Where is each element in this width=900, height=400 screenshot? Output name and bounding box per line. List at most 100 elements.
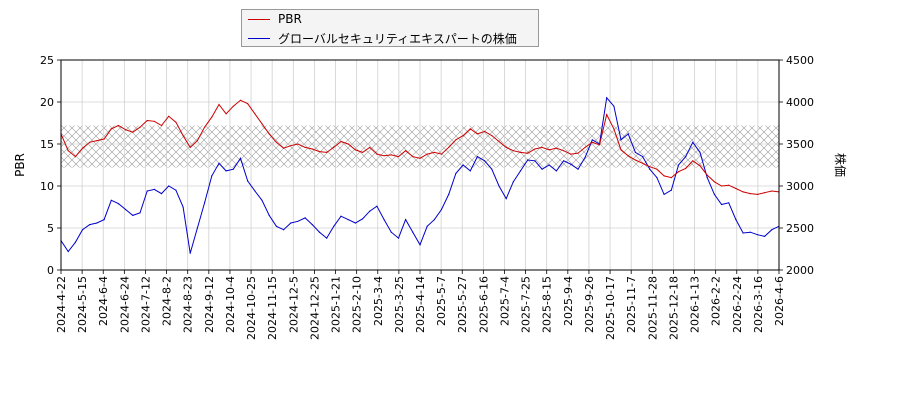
legend-swatch-price <box>248 37 270 39</box>
pbr-line-point <box>232 105 234 107</box>
price-line-point <box>548 164 550 166</box>
price-line-point <box>491 168 493 170</box>
price-line-point <box>692 141 694 143</box>
price-line-point <box>362 218 364 220</box>
pbr-line-point <box>268 133 270 135</box>
price-line-point <box>455 172 457 174</box>
x-tick-label: 2026-1-13 <box>689 276 702 333</box>
price-line-point <box>81 229 84 231</box>
y-tick-label-right: 3000 <box>786 180 814 193</box>
price-line-point <box>182 206 184 208</box>
x-tick-label: 2025-5-27 <box>456 276 469 333</box>
price-line-point <box>333 225 335 227</box>
price-line-point <box>706 177 708 179</box>
pbr-line-point <box>254 113 256 115</box>
price-line-point <box>369 210 371 212</box>
y-axis-label-right: 株価 <box>833 153 848 177</box>
pbr-line-point <box>771 190 773 192</box>
price-line-point <box>563 160 565 162</box>
y-tick-label-left: 15 <box>40 138 54 151</box>
price-line-point <box>397 237 400 239</box>
price-line-point <box>663 193 665 195</box>
price-line-point <box>519 170 522 172</box>
pbr-line-point <box>634 159 637 161</box>
y-tick-label-left: 0 <box>47 264 54 277</box>
pbr-line-point <box>297 143 299 145</box>
price-line-point <box>685 156 687 158</box>
price-line-point <box>433 219 435 221</box>
x-tick-label: 2024-6-24 <box>118 276 131 333</box>
y-tick-label-right: 2500 <box>786 222 814 235</box>
pbr-line-point <box>742 191 744 193</box>
price-line-point <box>756 234 759 236</box>
x-tick-label: 2025-8-15 <box>541 276 554 333</box>
pbr-line-point <box>591 141 593 143</box>
y-tick-label-left: 10 <box>40 180 54 193</box>
pbr-line-point <box>419 157 421 159</box>
price-line-point <box>268 214 270 216</box>
price-line-point <box>311 224 313 226</box>
pbr-line-point <box>153 120 155 122</box>
pbr-line-point <box>469 128 471 130</box>
pbr-line-point <box>491 135 493 137</box>
price-line-point <box>512 181 514 183</box>
pbr-line-point <box>383 155 385 157</box>
pbr-line-point <box>677 171 680 173</box>
x-tick-label: 2026-2-24 <box>731 276 744 333</box>
x-tick-label: 2024-10-4 <box>224 276 237 333</box>
pbr-line-point <box>484 130 486 132</box>
pbr-line-point <box>519 151 522 153</box>
price-line-point <box>570 163 572 165</box>
pbr-line-point <box>663 175 665 177</box>
x-tick-label: 2025-9-4 <box>562 276 575 326</box>
pbr-line-point <box>462 135 464 137</box>
pbr-line-point <box>168 115 170 117</box>
price-line-point <box>261 199 263 201</box>
price-line-point <box>498 185 500 187</box>
price-line-point <box>89 224 91 226</box>
pbr-line-point <box>218 103 220 106</box>
pbr-line-point <box>570 153 572 155</box>
pbr-line-point <box>340 140 342 143</box>
price-line-point <box>254 190 256 192</box>
price-line-point <box>721 203 723 206</box>
price-line-point <box>670 189 672 191</box>
pbr-line-point <box>275 141 277 143</box>
price-line-point <box>383 219 385 221</box>
y-tick-label-right: 4000 <box>786 96 814 109</box>
price-line-point <box>103 219 105 221</box>
x-tick-label: 2026-4-6 <box>773 276 786 326</box>
pbr-line-point <box>699 165 701 167</box>
pbr-line-point <box>512 150 514 152</box>
price-line-point <box>110 199 112 201</box>
price-line-point <box>440 208 443 211</box>
x-tick-label: 2025-7-4 <box>498 276 511 326</box>
price-line-point <box>412 231 414 233</box>
legend: PBR グローバルセキュリティエキスパートの株価 <box>241 9 539 47</box>
pbr-line-point <box>440 153 443 155</box>
price-line-point <box>735 219 737 221</box>
x-tick-label: 2024-12-5 <box>287 276 300 333</box>
price-line-point <box>74 241 76 243</box>
pbr-line-point <box>685 167 687 169</box>
pbr-line-point <box>318 151 321 153</box>
pbr-line-point <box>139 126 141 128</box>
pbr-line-point <box>397 156 400 158</box>
price-line-point <box>405 219 407 221</box>
pbr-line-point <box>555 147 558 149</box>
price-line-point <box>318 231 321 233</box>
x-tick-label: 2025-6-16 <box>477 276 490 333</box>
pbr-line-point <box>146 119 148 122</box>
price-line-point <box>247 180 249 182</box>
price-line-point <box>606 97 608 99</box>
pbr-line-point <box>81 147 84 149</box>
pbr-line-point <box>505 146 507 148</box>
price-line-point <box>204 202 206 204</box>
pbr-line-point <box>541 146 543 148</box>
pbr-line-point <box>117 124 119 127</box>
price-line-point <box>634 151 637 153</box>
pbr-line-point <box>412 156 414 158</box>
pbr-line-point <box>735 187 737 190</box>
pbr-line-point <box>283 147 285 149</box>
pbr-line-point <box>692 160 694 162</box>
